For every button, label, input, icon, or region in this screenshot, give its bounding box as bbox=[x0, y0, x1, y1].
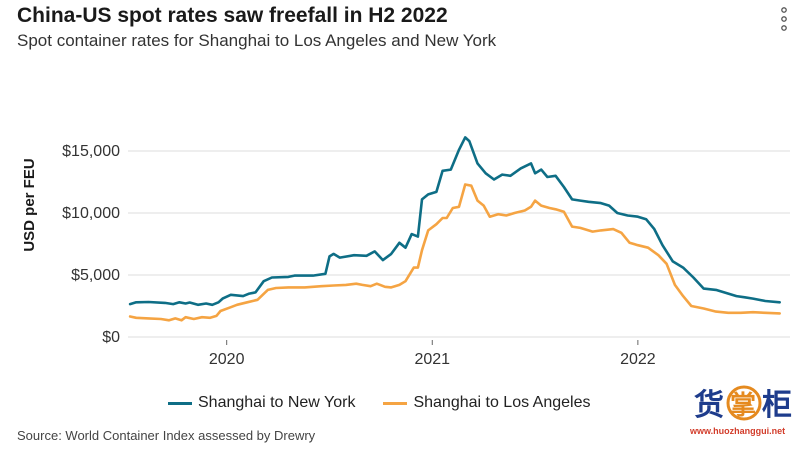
svg-text:货: 货 bbox=[694, 388, 724, 423]
legend-label-new-york: Shanghai to New York bbox=[198, 394, 356, 411]
legend-item-new-york: Shanghai to New York bbox=[168, 394, 355, 412]
y-tick-label: $10,000 bbox=[62, 205, 120, 222]
x-tick-label: 2020 bbox=[209, 351, 245, 368]
svg-text:掌: 掌 bbox=[730, 391, 756, 421]
x-axis-ticks: 2020 2021 2022 bbox=[209, 340, 656, 368]
legend-swatch-new-york bbox=[168, 401, 192, 405]
line-chart: $0 $5,000 $10,000 $15,000 2020 2021 2022 USD … bbox=[21, 136, 790, 368]
watermark-url: www.huozhanggui.net bbox=[690, 426, 786, 436]
watermark-logo: 货 掌 柜 bbox=[694, 385, 792, 423]
series-line-new-york bbox=[128, 136, 781, 307]
series-lines bbox=[128, 136, 781, 322]
legend-swatch-los-angeles bbox=[383, 401, 408, 405]
x-tick-label: 2022 bbox=[620, 351, 656, 368]
y-axis-label: USD per FEU bbox=[21, 158, 38, 251]
chart-title: China-US spot rates saw freefall in H2 2… bbox=[17, 4, 448, 27]
svg-text:柜: 柜 bbox=[762, 388, 792, 423]
legend-label-los-angeles: Shanghai to Los Angeles bbox=[413, 394, 591, 411]
legend: Shanghai to New York Shanghai to Los Ang… bbox=[168, 394, 618, 412]
y-axis-ticks: $0 $5,000 $10,000 $15,000 bbox=[62, 143, 120, 346]
chart-subtitle: Spot container rates for Shanghai to Los… bbox=[17, 31, 497, 50]
watermark: 货 掌 柜 www.huozhanggui.net bbox=[690, 384, 798, 446]
y-tick-label: $15,000 bbox=[62, 143, 120, 160]
y-tick-label: $0 bbox=[102, 329, 120, 346]
y-tick-label: $5,000 bbox=[71, 267, 120, 284]
source-note: Source: World Container Index assessed b… bbox=[17, 428, 316, 443]
series-line-los-angeles bbox=[128, 183, 781, 322]
more-options-button[interactable] bbox=[776, 4, 792, 34]
vertical-dots-icon bbox=[781, 7, 787, 31]
x-tick-label: 2021 bbox=[414, 351, 450, 368]
legend-item-los-angeles: Shanghai to Los Angeles bbox=[383, 394, 590, 412]
